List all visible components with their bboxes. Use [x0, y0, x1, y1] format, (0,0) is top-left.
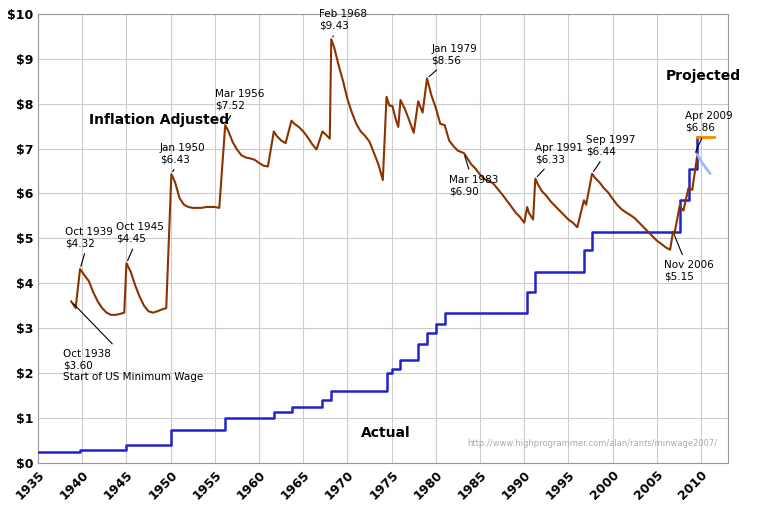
Text: Mar 1983
$6.90: Mar 1983 $6.90 — [449, 156, 499, 196]
Text: Mar 1956
$7.52: Mar 1956 $7.52 — [215, 89, 264, 123]
Text: Feb 1968
$9.43: Feb 1968 $9.43 — [319, 9, 367, 37]
Text: Oct 1938
$3.60
Start of US Minimum Wage: Oct 1938 $3.60 Start of US Minimum Wage — [63, 303, 203, 382]
Text: Oct 1945
$4.45: Oct 1945 $4.45 — [116, 222, 164, 261]
Text: Sep 1997
$6.44: Sep 1997 $6.44 — [586, 135, 636, 172]
Text: Inflation Adjusted: Inflation Adjusted — [89, 113, 229, 127]
Text: Actual: Actual — [361, 426, 410, 440]
Text: Apr 2009
$6.86: Apr 2009 $6.86 — [685, 111, 733, 152]
Text: Jan 1950
$6.43: Jan 1950 $6.43 — [160, 143, 206, 172]
Text: Nov 2006
$5.15: Nov 2006 $5.15 — [664, 234, 714, 281]
Text: Projected: Projected — [665, 69, 741, 83]
Text: Oct 1939
$4.32: Oct 1939 $4.32 — [65, 227, 114, 266]
Text: Jan 1979
$8.56: Jan 1979 $8.56 — [429, 44, 477, 76]
Text: Apr 1991
$6.33: Apr 1991 $6.33 — [535, 143, 583, 177]
Text: http://www.highprogrammer.com/alan/rants/minwage2007/: http://www.highprogrammer.com/alan/rants… — [467, 439, 717, 447]
